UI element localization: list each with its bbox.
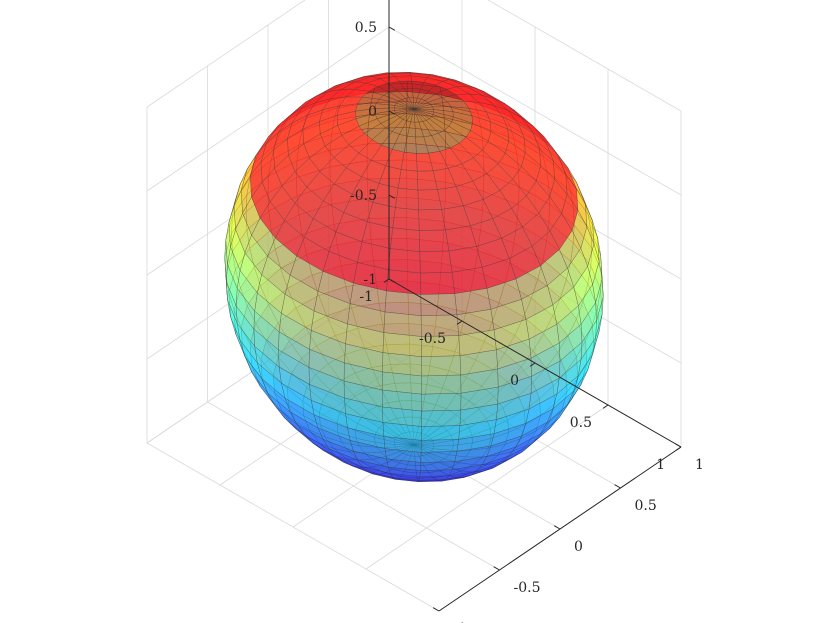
z-tick-label-3: 0.5 [355,20,377,36]
y-tick-1 [493,566,500,571]
grid-floor-y-1 [207,401,500,571]
sphere-surface [224,71,604,483]
x-tick-label-4: 1 [656,457,665,473]
surface-face-7-26 [418,229,450,252]
x-tick-1 [456,320,463,325]
y-tick-label-0: -1 [453,621,467,623]
surface-face-13-26 [421,355,461,377]
surface-face-20-26 [420,461,456,471]
z-tick-label-0: -1 [363,272,377,288]
x-tick-label-2: 0 [510,373,519,389]
z-tick-2 [388,110,396,115]
y-tick-0 [432,607,440,612]
tick-labels: -1-0.500.51-1-0.500.51-1-0.500.51 [350,20,704,623]
surface-face-4-25 [397,169,419,191]
surface-face-6-25 [392,207,420,231]
x-tick-label-3: 0.5 [570,415,592,431]
surface-face-6-26 [418,209,446,231]
surface-face-9-25 [386,269,421,295]
surface-face-5-25 [395,187,419,211]
y-tick-4 [674,443,682,448]
z-tick-1 [388,194,396,199]
surface-face-5-26 [417,189,442,211]
surface-face-12-25 [382,332,422,357]
x-tick-label-1: -0.5 [419,331,446,347]
surface-face-14-26 [421,374,462,395]
surface-face-19-26 [420,451,458,463]
axes [383,0,682,612]
surface-face-21-26 [419,469,453,477]
surface-face-9-26 [420,271,455,295]
surface-face-17-26 [421,425,461,441]
surface-face-8-26 [419,250,453,274]
z-tick-label-2: 0 [368,104,377,120]
surface-face-7-25 [390,227,421,252]
x-tick-label-0: -1 [359,289,373,305]
surface-face-11-25 [383,311,422,337]
x-tick-0 [383,278,390,283]
y-tick-label-3: 0.5 [635,498,657,514]
grid-floor-y-0 [146,442,440,612]
surface-face-15-26 [421,392,462,412]
y-tick-3 [614,484,621,489]
y-tick-label-4: 1 [695,457,704,473]
y-tick-label-2: 0 [574,539,583,555]
y-tick-label-1: -0.5 [514,580,541,596]
surface-face-10-26 [420,293,458,316]
z-tick-3 [388,26,396,31]
surface-face-18-26 [420,439,459,453]
surface-face-9-18 [249,161,263,198]
x-tick-2 [529,362,536,367]
x-tick-3 [602,404,609,409]
z-tick-label-1: -0.5 [350,188,377,204]
surface-face-8-25 [388,248,421,274]
y-tick-2 [553,525,561,530]
grid-wall-z-4 [146,0,682,112]
surface-face-16-26 [421,409,461,427]
